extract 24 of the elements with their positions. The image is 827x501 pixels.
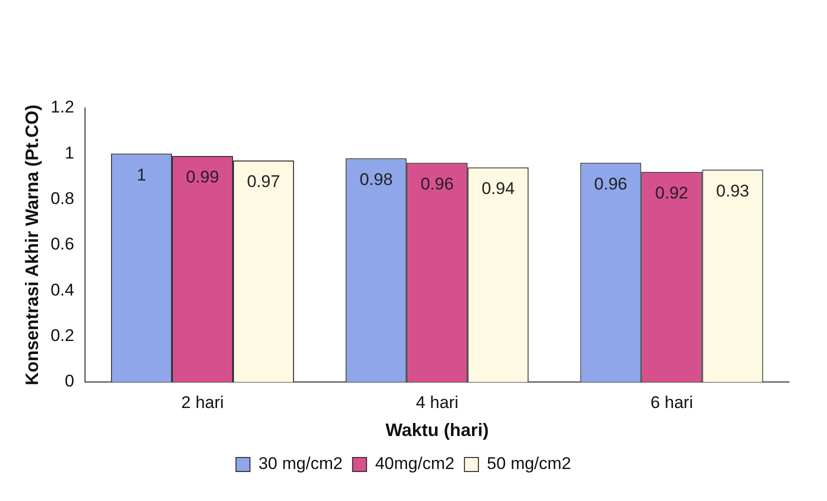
- legend-label: 40mg/cm2: [375, 454, 454, 474]
- y-tick-label: 0.4: [50, 280, 74, 300]
- y-axis-title: Konsentrasi Akhir Warna (Pt.CO): [22, 104, 42, 386]
- legend-label: 30 mg/cm2: [258, 454, 343, 474]
- legend-label: 50 mg/cm2: [486, 454, 572, 474]
- y-tick-label: 1.2: [50, 98, 74, 117]
- y-tick-label: 0.6: [50, 234, 74, 254]
- x-tick-label: 4 hari: [416, 392, 458, 412]
- data-label: 0.96: [420, 174, 454, 194]
- data-label: 0.93: [716, 181, 750, 200]
- y-tick-label: 0.2: [50, 326, 74, 346]
- y-tick-label: 0.8: [50, 189, 74, 208]
- data-label: 0.98: [360, 170, 393, 189]
- x-axis-title: Waktu (hari): [385, 420, 489, 440]
- data-label: 1: [136, 165, 146, 184]
- x-tick-label: 2 hari: [181, 392, 224, 412]
- data-label: 0.97: [246, 172, 280, 192]
- data-label: 0.96: [594, 174, 628, 194]
- data-label: 0.99: [186, 168, 220, 187]
- data-label: 0.92: [655, 184, 688, 203]
- y-tick-label: 0: [64, 372, 74, 391]
- x-tick-label: 6 hari: [650, 392, 693, 412]
- y-tick-label: 1: [64, 143, 74, 162]
- data-label: 0.94: [482, 179, 515, 198]
